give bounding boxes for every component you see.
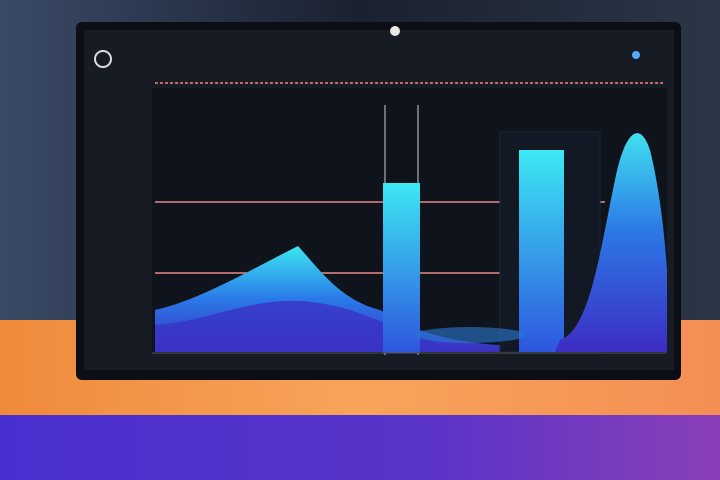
purple-strip	[0, 415, 720, 480]
logo	[94, 50, 112, 68]
status-icon	[632, 51, 640, 59]
bar	[519, 150, 564, 352]
area-peak	[555, 133, 667, 352]
camera	[390, 26, 400, 36]
glow	[415, 327, 525, 343]
bar	[383, 183, 420, 353]
